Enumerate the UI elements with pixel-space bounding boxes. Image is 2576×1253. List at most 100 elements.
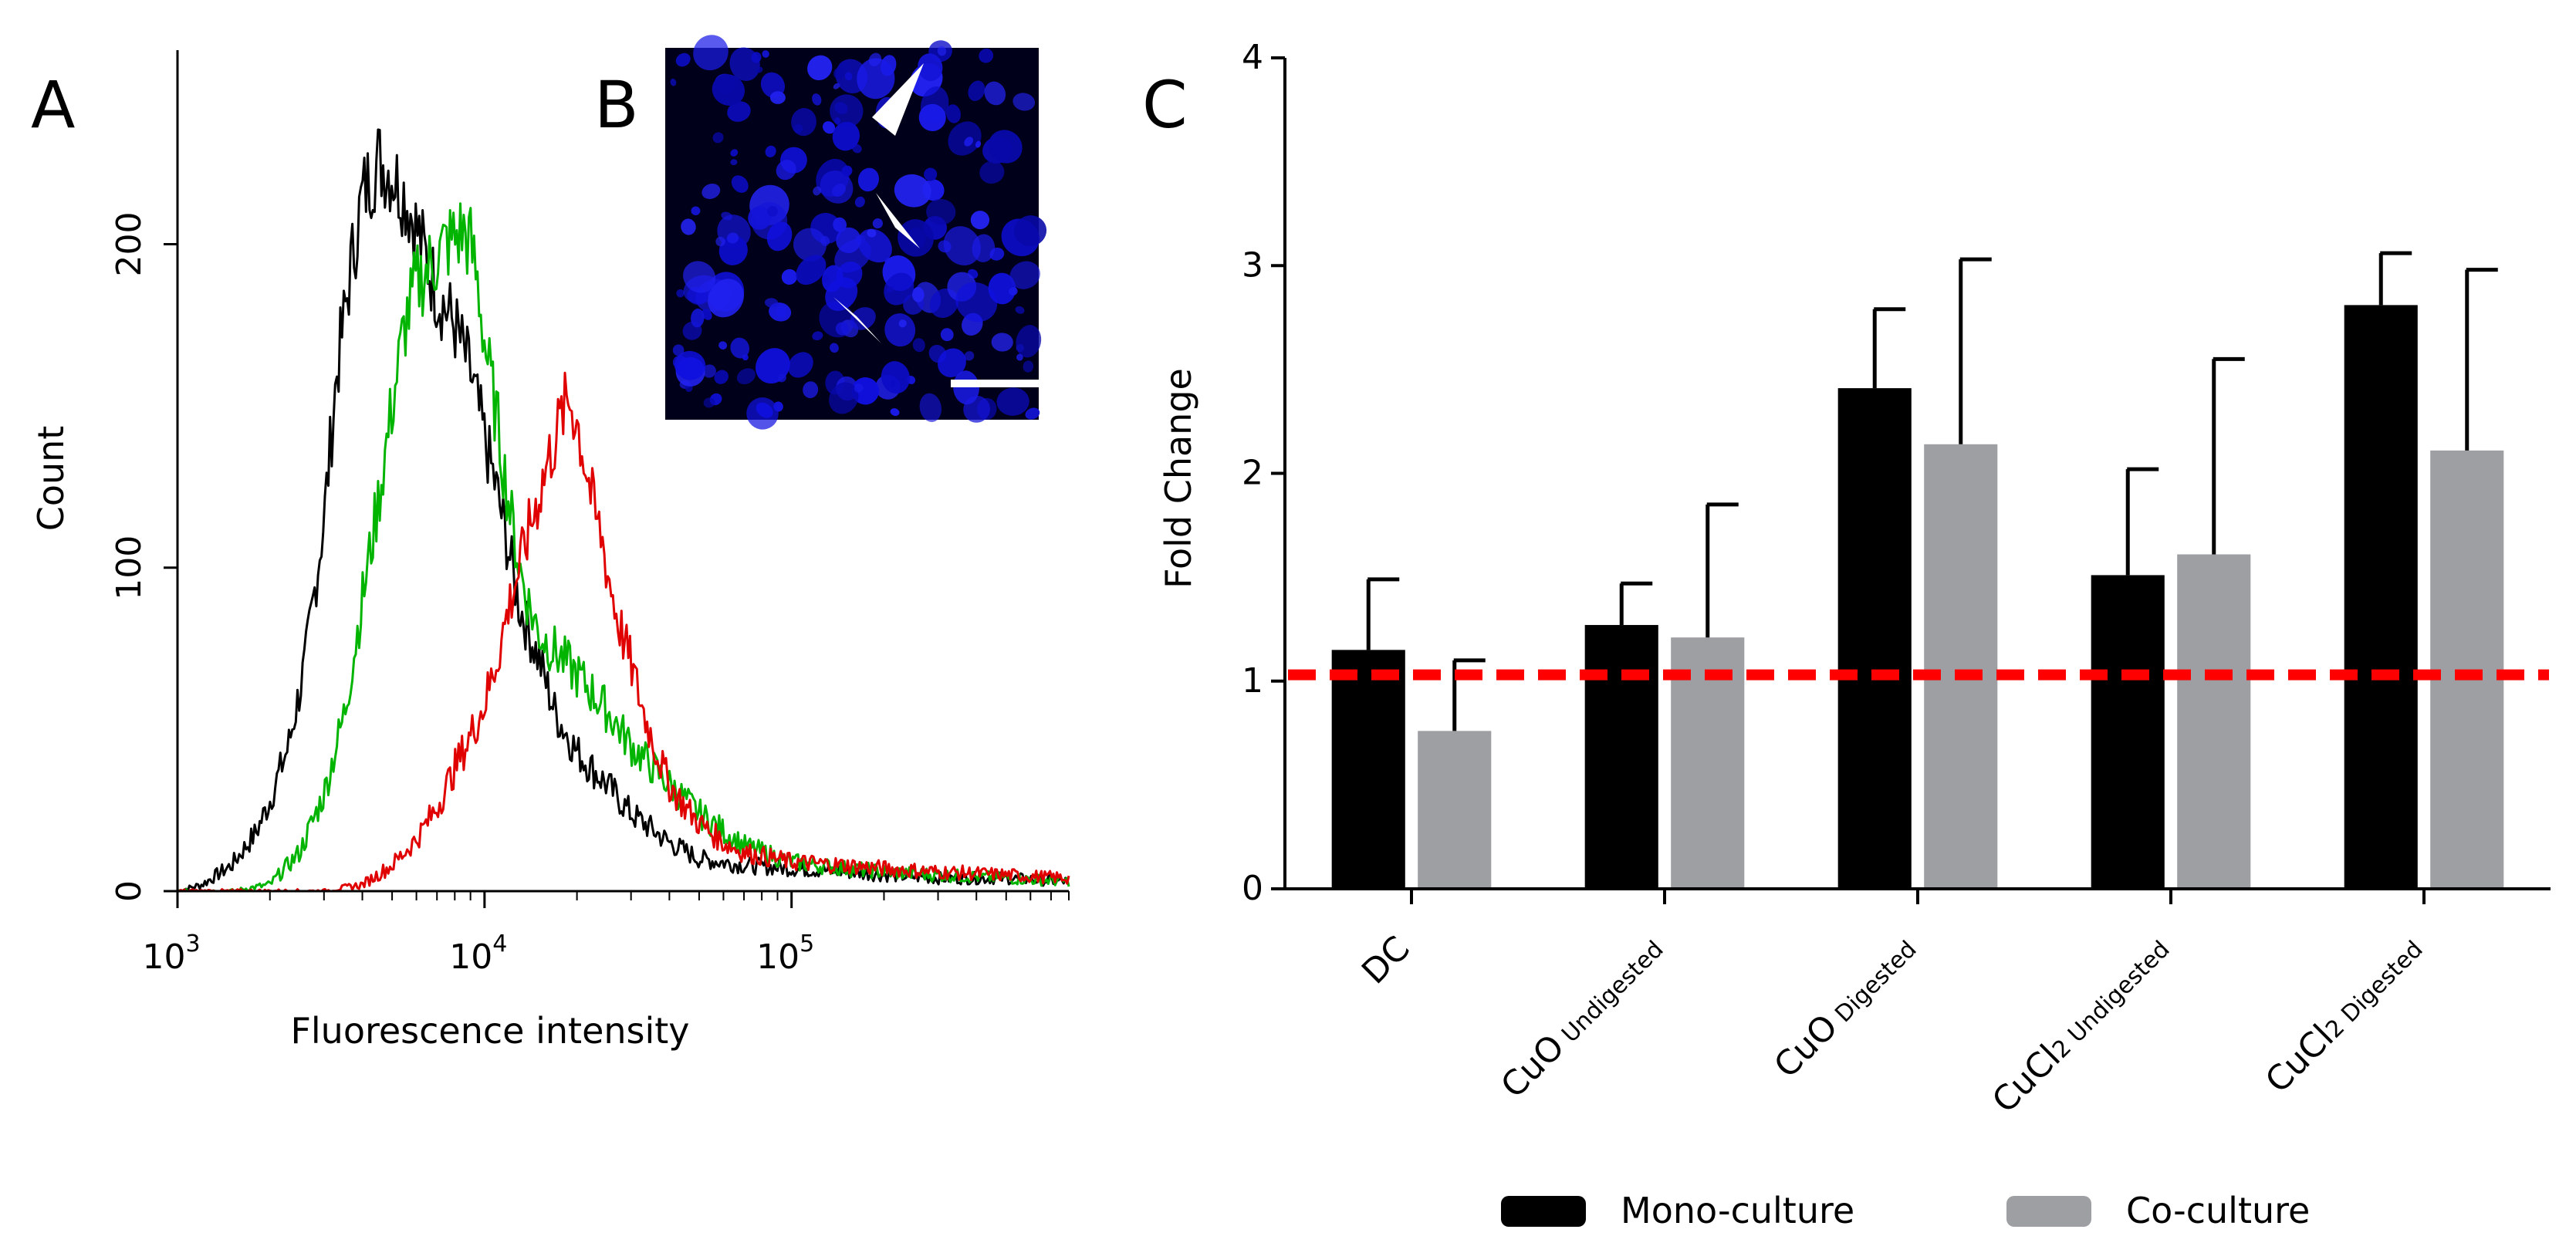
nucleus [970,211,990,230]
micrograph [665,35,1047,430]
nucleus [748,206,772,230]
nucleus [1023,360,1034,373]
panel-c-y-tick-label: 2 [1242,454,1263,493]
panel-c-x-tick-label: CuO Undigested [1493,929,1670,1106]
nucleus [918,53,943,81]
nucleus [727,101,751,122]
nucleus [1025,407,1040,420]
nucleus [762,50,769,58]
nucleus [988,130,1023,164]
nucleus [1014,215,1047,247]
nucleus [672,355,688,370]
nucleus [833,217,847,232]
nucleus [676,289,685,298]
nucleus [715,236,725,247]
panel-c-x-tick-label: CuCl2 Undigested [1985,929,2177,1121]
panel-label-c: C [1142,67,1188,143]
nucleus [718,235,748,265]
nucleus [777,373,786,383]
nucleus [812,331,823,341]
nucleus [911,286,925,302]
nucleus [675,52,691,67]
nucleus [681,218,696,235]
legend-swatch-co [2006,1196,2091,1227]
panel-c-x-tick-label: CuCl2 Digested [2258,929,2430,1101]
panel-label-a: A [31,67,75,143]
panel-c-x-ticks: DC CuO Undigested CuO Digested CuCl2 Undige… [1354,889,2430,1121]
legend-label-mono: Mono-culture [1621,1190,1854,1231]
panel-a-x-axis-title: Fluorescence intensity [290,1010,689,1052]
bar-co [1924,444,1998,889]
nucleus [898,219,935,257]
nucleus [820,235,830,246]
nucleus [924,167,938,181]
nucleus [812,93,822,106]
nucleus [751,52,762,63]
nucleus [820,170,854,204]
bar-co [1418,731,1492,889]
nucleus [670,78,677,86]
nucleus [1016,353,1023,361]
nucleus [746,397,779,430]
nucleus [836,227,861,254]
nucleus [867,228,877,238]
bar-mono [1837,388,1912,889]
panel-c-y-axis-title: Fold Change [1158,368,1199,589]
nucleus [765,145,776,157]
nucleus [968,80,985,101]
panel-c-y-tick-label: 0 [1242,869,1263,908]
nucleus [736,368,756,385]
nucleus [854,383,864,393]
panel-c-bars [1331,251,2504,890]
nucleus [767,206,779,217]
nucleus [928,344,947,363]
arrowhead-2 [876,193,920,248]
bar-mono [2344,305,2418,890]
nucleus [972,234,996,262]
nucleus [708,279,744,318]
nucleus [984,81,1006,106]
nucleus [881,361,910,394]
nucleus [841,165,853,177]
nucleus [979,48,994,63]
nucleus [1009,287,1018,296]
nucleus [683,261,716,293]
panel-c: C Fold Change 0 1 2 3 4 DC CuO Undigested CuO … [1142,38,2551,1231]
bar-mono [1584,625,1658,889]
nucleus [945,104,961,123]
nucleus [726,232,739,244]
arrowhead-3 [833,297,881,343]
nucleus [793,228,827,262]
panel-c-y-tick-label: 1 [1242,661,1263,701]
panel-a: A Count Fluorescence intensity 0 100 200 1… [30,50,1070,1052]
nucleus [718,341,728,350]
nucleus [918,103,946,132]
nucleus [712,74,745,106]
nucleus [766,221,793,252]
nucleus [890,408,900,417]
nucleus [975,140,982,148]
nucleus [894,174,931,208]
nucleus [857,167,880,192]
nucleus [776,160,796,181]
panel-label-b: B [594,67,639,143]
nucleus [940,328,954,342]
nucleus [948,121,982,156]
nucleus [781,268,797,285]
panel-a-y-tick-label: 200 [110,212,149,277]
nucleus [979,160,1005,184]
nucleus [693,35,729,71]
nucleus [756,66,763,73]
panel-a-y-tick-label: 0 [110,880,149,902]
panel-a-x-ticks: 103 104 105 [142,891,1070,977]
panel-c-y-tick-label: 3 [1242,245,1263,285]
nucleus [731,175,749,193]
bar-mono [1331,650,1405,889]
nucleus [730,159,738,166]
nucleus [672,344,685,356]
nucleus [884,313,916,347]
nucleus [838,61,851,73]
nucleus [919,393,942,423]
nucleus [991,333,1013,352]
nucleus [835,322,849,336]
